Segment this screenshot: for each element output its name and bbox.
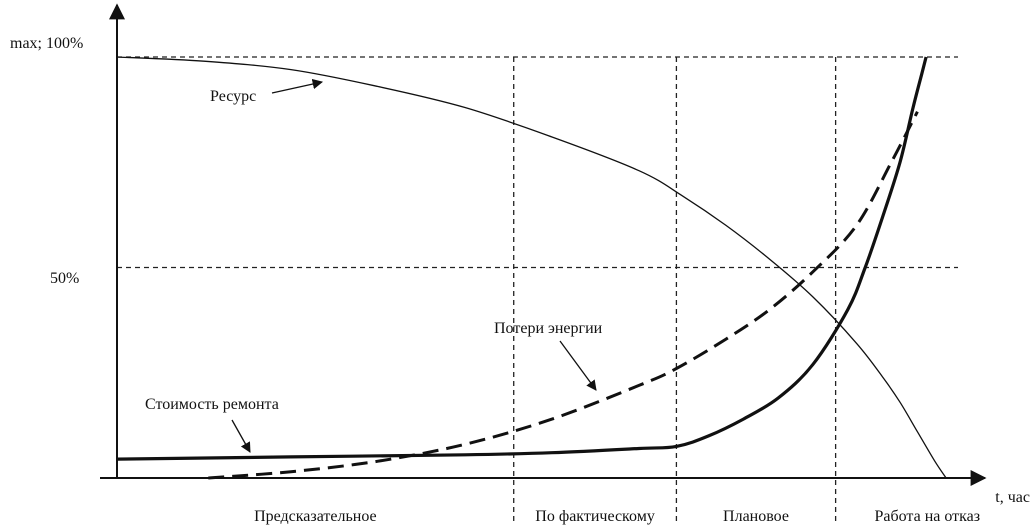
y-tick-50: 50%	[50, 270, 79, 287]
annotation-resource: Ресурс	[210, 88, 256, 105]
y-axis-label: max; 100%	[10, 35, 83, 52]
annotation-energy-loss: Потери энергии	[494, 320, 603, 337]
guide-lines	[117, 56, 958, 522]
annotation-arrow-energy-loss	[559, 340, 597, 391]
series-line-repair-cost	[116, 56, 928, 461]
annotation-arrow-resource	[271, 78, 324, 94]
annotations: Ресурс Потери энергии Стоимость ремонта	[145, 78, 603, 453]
x-axis-label: t, час	[995, 489, 1030, 506]
series-line-energy-loss	[208, 111, 919, 480]
region-label-run-to-failure: Работа на отказ	[874, 508, 980, 525]
annotation-repair-cost: Стоимость ремонта	[145, 396, 279, 413]
series-line-resource	[116, 56, 947, 479]
curves	[116, 56, 947, 480]
region-label-planned: Плановое	[723, 508, 789, 525]
annotation-arrow-repair-cost	[231, 419, 251, 453]
region-labels: Предсказательное По фактическому Плановое Р…	[254, 508, 980, 525]
region-label-by-condition: По фактическому	[535, 508, 655, 525]
region-label-predictive: Предсказательное	[254, 508, 377, 525]
